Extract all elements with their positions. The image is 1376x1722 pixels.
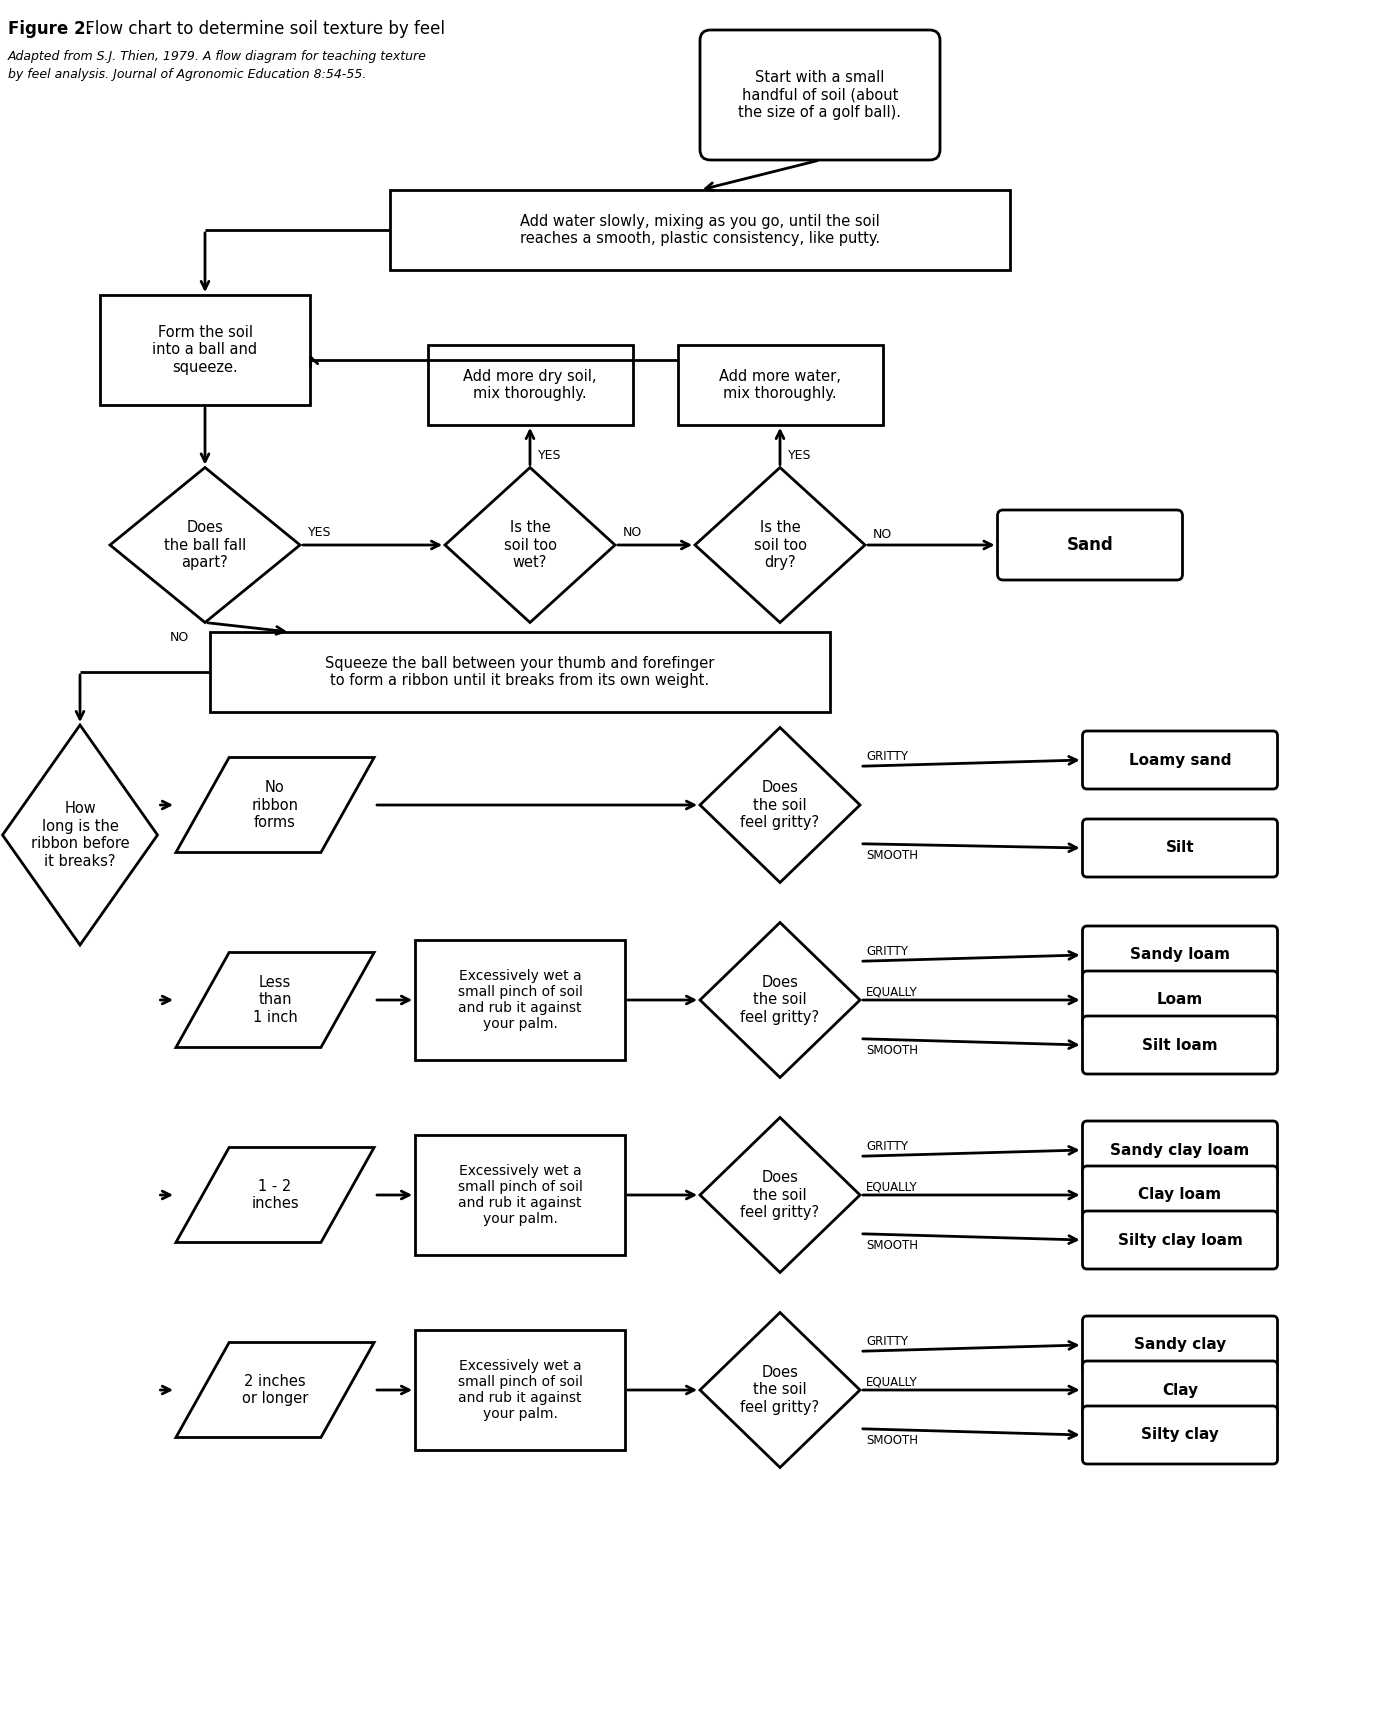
FancyBboxPatch shape [998, 510, 1182, 580]
Text: Loam: Loam [1157, 992, 1203, 1007]
Text: Is the
soil too
wet?: Is the soil too wet? [504, 520, 556, 570]
Text: SMOOTH: SMOOTH [866, 1240, 918, 1252]
Text: No
ribbon
forms: No ribbon forms [252, 780, 299, 830]
Polygon shape [110, 467, 300, 622]
Text: YES: YES [788, 449, 812, 461]
Polygon shape [3, 725, 157, 945]
Text: SMOOTH: SMOOTH [866, 1434, 918, 1446]
FancyBboxPatch shape [100, 294, 310, 405]
FancyBboxPatch shape [389, 189, 1010, 270]
Text: SMOOTH: SMOOTH [866, 1044, 918, 1057]
Text: Sandy clay: Sandy clay [1134, 1338, 1226, 1352]
Polygon shape [700, 1312, 860, 1467]
Text: Form the soil
into a ball and
squeeze.: Form the soil into a ball and squeeze. [153, 325, 257, 375]
FancyBboxPatch shape [1083, 1016, 1277, 1075]
Text: Silt: Silt [1165, 840, 1194, 856]
Text: NO: NO [872, 529, 892, 541]
Polygon shape [444, 467, 615, 622]
Text: Loamy sand: Loamy sand [1128, 753, 1232, 768]
FancyBboxPatch shape [428, 344, 633, 425]
FancyBboxPatch shape [1083, 1211, 1277, 1269]
FancyBboxPatch shape [211, 632, 830, 711]
FancyBboxPatch shape [416, 1329, 625, 1450]
Text: 2 inches
or longer: 2 inches or longer [242, 1374, 308, 1407]
FancyBboxPatch shape [1083, 820, 1277, 876]
Polygon shape [176, 952, 374, 1047]
Text: Add more water,
mix thoroughly.: Add more water, mix thoroughly. [720, 369, 841, 401]
Text: Squeeze the ball between your thumb and forefinger
to form a ribbon until it bre: Squeeze the ball between your thumb and … [325, 656, 714, 689]
Text: NO: NO [171, 630, 190, 644]
FancyBboxPatch shape [1083, 971, 1277, 1030]
FancyBboxPatch shape [700, 29, 940, 160]
Text: Start with a small
handful of soil (about
the size of a golf ball).: Start with a small handful of soil (abou… [739, 71, 901, 121]
Text: Excessively wet a
small pinch of soil
and rub it against
your palm.: Excessively wet a small pinch of soil an… [458, 1164, 582, 1226]
Text: Silty clay: Silty clay [1141, 1428, 1219, 1443]
Text: Does
the soil
feel gritty?: Does the soil feel gritty? [740, 1366, 820, 1415]
Text: SMOOTH: SMOOTH [866, 849, 918, 863]
Text: Figure 2.: Figure 2. [8, 21, 92, 38]
Text: Does
the soil
feel gritty?: Does the soil feel gritty? [740, 975, 820, 1025]
Text: Sand: Sand [1066, 536, 1113, 554]
Text: YES: YES [538, 449, 561, 461]
Text: GRITTY: GRITTY [866, 945, 908, 957]
FancyBboxPatch shape [1083, 1121, 1277, 1180]
Text: GRITTY: GRITTY [866, 1140, 908, 1152]
Text: Excessively wet a
small pinch of soil
and rub it against
your palm.: Excessively wet a small pinch of soil an… [458, 1359, 582, 1421]
Text: NO: NO [623, 527, 643, 539]
Text: Add water slowly, mixing as you go, until the soil
reaches a smooth, plastic con: Add water slowly, mixing as you go, unti… [520, 214, 881, 246]
FancyBboxPatch shape [1083, 732, 1277, 789]
Text: Less
than
1 inch: Less than 1 inch [253, 975, 297, 1025]
Text: 1 - 2
inches: 1 - 2 inches [252, 1180, 299, 1211]
FancyBboxPatch shape [1083, 1166, 1277, 1224]
Text: YES: YES [308, 527, 332, 539]
Polygon shape [700, 727, 860, 882]
Polygon shape [176, 758, 374, 852]
Text: Sandy clay loam: Sandy clay loam [1110, 1142, 1249, 1157]
Text: Does
the ball fall
apart?: Does the ball fall apart? [164, 520, 246, 570]
FancyBboxPatch shape [416, 1135, 625, 1255]
Text: Silt loam: Silt loam [1142, 1037, 1218, 1052]
FancyBboxPatch shape [1083, 926, 1277, 983]
Text: Adapted from S.J. Thien, 1979. A flow diagram for teaching texture
by feel analy: Adapted from S.J. Thien, 1979. A flow di… [8, 50, 427, 81]
Polygon shape [695, 467, 866, 622]
Text: Flow chart to determine soil texture by feel: Flow chart to determine soil texture by … [80, 21, 444, 38]
FancyBboxPatch shape [416, 940, 625, 1061]
Text: Silty clay loam: Silty clay loam [1117, 1233, 1243, 1247]
Text: Clay loam: Clay loam [1138, 1188, 1222, 1202]
Text: Excessively wet a
small pinch of soil
and rub it against
your palm.: Excessively wet a small pinch of soil an… [458, 969, 582, 1031]
Polygon shape [700, 1118, 860, 1273]
FancyBboxPatch shape [1083, 1360, 1277, 1419]
Polygon shape [700, 923, 860, 1078]
Text: EQUALLY: EQUALLY [866, 1376, 918, 1388]
Text: Does
the soil
feel gritty?: Does the soil feel gritty? [740, 780, 820, 830]
Polygon shape [176, 1147, 374, 1243]
Text: Does
the soil
feel gritty?: Does the soil feel gritty? [740, 1171, 820, 1219]
Text: Clay: Clay [1161, 1383, 1198, 1398]
Text: GRITTY: GRITTY [866, 1335, 908, 1348]
Polygon shape [176, 1343, 374, 1438]
Text: Add more dry soil,
mix thoroughly.: Add more dry soil, mix thoroughly. [464, 369, 597, 401]
Text: Is the
soil too
dry?: Is the soil too dry? [754, 520, 806, 570]
FancyBboxPatch shape [1083, 1405, 1277, 1464]
FancyBboxPatch shape [1083, 1316, 1277, 1374]
Text: How
long is the
ribbon before
it breaks?: How long is the ribbon before it breaks? [30, 801, 129, 868]
Text: EQUALLY: EQUALLY [866, 1181, 918, 1193]
FancyBboxPatch shape [677, 344, 882, 425]
Text: EQUALLY: EQUALLY [866, 985, 918, 999]
Text: Sandy loam: Sandy loam [1130, 947, 1230, 963]
Text: GRITTY: GRITTY [866, 749, 908, 763]
